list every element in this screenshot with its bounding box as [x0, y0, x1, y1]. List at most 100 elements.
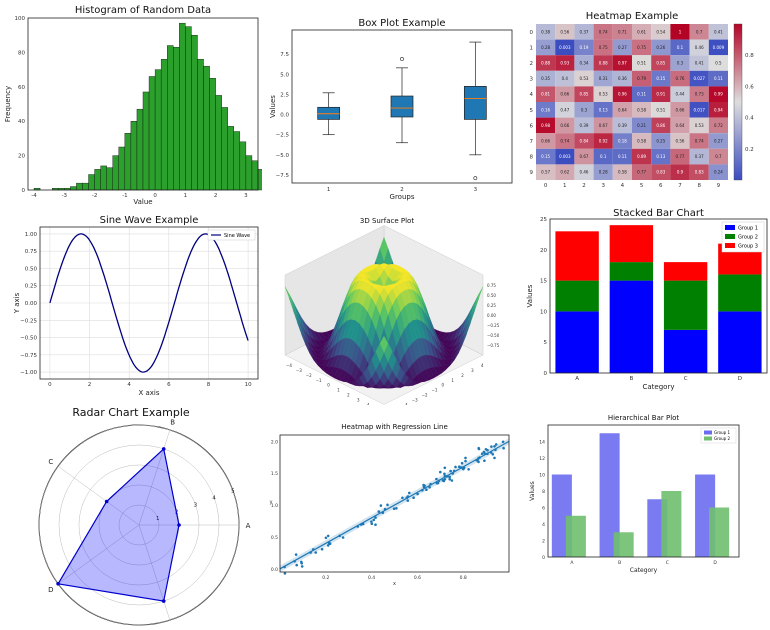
heatmap-cell-label: 0.13: [656, 154, 665, 159]
y-tick-label: −7.5: [276, 173, 290, 179]
y-tick-label: 8: [542, 489, 545, 495]
radar-axis-label: A: [246, 522, 251, 530]
colorbar-tick-label: 0.4: [745, 116, 754, 122]
heatmap-cell-label: 0.85: [580, 92, 589, 97]
x-axis-label: Category: [630, 567, 658, 574]
scatter-point: [374, 523, 377, 526]
scatter-point: [444, 467, 447, 470]
x-tick-label: 2: [88, 382, 92, 388]
chart-title: Radar Chart Example: [72, 406, 190, 419]
x-tick-label: 0.6: [414, 575, 421, 581]
x-tick-label: 3: [474, 187, 478, 193]
radar-axis-label: C: [48, 458, 53, 466]
scatter-point: [439, 471, 442, 474]
heatmap-cell-label: 0.77: [637, 170, 646, 175]
y-tick-label: 7: [530, 139, 534, 145]
heatmap-cell-label: 0.25: [656, 139, 665, 144]
y-tick-label: 0.5: [271, 535, 278, 541]
scatter-point: [301, 565, 304, 568]
y-tick-label: −1.00: [20, 370, 37, 376]
heatmap-cell-label: 0.75: [599, 45, 608, 50]
stacked-bar-segment: [610, 262, 653, 280]
y-tick-label: 0.25: [25, 284, 38, 290]
z-tick-label: −0.25: [487, 323, 500, 328]
histogram-bar: [252, 161, 258, 190]
grouped-bar: [661, 491, 681, 557]
histogram-bar: [246, 156, 252, 190]
radar-tick-label: 4: [212, 496, 216, 502]
histogram-bar: [82, 183, 88, 190]
x-tick-label: 10: [245, 382, 252, 388]
heatmap-cell-label: 0.57: [541, 170, 550, 175]
y-axis-label: Values: [526, 284, 534, 307]
scatter-point: [451, 479, 454, 482]
y-tick-label: −1: [432, 388, 438, 393]
x-tick-label: A: [575, 376, 579, 382]
legend-label: Group 2: [738, 235, 758, 241]
histogram-bar: [191, 35, 197, 190]
heatmap-cell-label: 0.94: [714, 107, 723, 112]
z-tick-label: 0.00: [487, 313, 496, 318]
heatmap-cell-label: 0.16: [541, 107, 550, 112]
histogram-bar: [89, 175, 95, 190]
chart-title: Histogram of Random Data: [75, 5, 211, 16]
heatmap-cell-label: 0.67: [599, 123, 608, 128]
y-tick-label: 1: [530, 45, 534, 51]
z-tick-label: 0.75: [487, 283, 496, 288]
histogram-bar: [131, 121, 137, 190]
y-tick-label: 6: [542, 506, 545, 512]
y-tick-label: 1.5: [271, 471, 278, 477]
x-tick-label: 1: [184, 193, 188, 199]
radar-panel: Radar Chart ExampleABCDE12345: [0, 405, 262, 626]
y-tick-label: 5: [544, 340, 548, 346]
histogram-bar: [210, 78, 216, 190]
legend-label: Group 2: [714, 436, 730, 441]
x-tick-label: B: [618, 560, 621, 566]
heatmap-cell-label: 0.64: [618, 107, 627, 112]
y-tick-label: 0.75: [25, 249, 38, 255]
y-tick-label: 40: [18, 119, 25, 125]
x-tick-label: 3: [357, 398, 360, 403]
heatmap-cell-label: 0.41: [714, 29, 723, 34]
y-axis-label: Values: [269, 95, 277, 118]
scatter-point: [483, 459, 486, 462]
y-tick-label: −2.5: [276, 133, 290, 139]
heatmap-cell-label: 0.88: [599, 61, 608, 66]
heatmap-cell-label: 0.003: [559, 154, 571, 159]
heatmap-cell-label: 0.66: [676, 107, 685, 112]
histogram-bar: [137, 109, 143, 190]
heatmap-cell-label: 0.84: [580, 139, 589, 144]
heatmap-cell-label: 0.39: [618, 123, 627, 128]
heatmap-cell-label: 0.83: [656, 170, 665, 175]
heatmap-cell-label: 0.96: [618, 92, 627, 97]
histogram-bar: [155, 70, 161, 190]
heatmap-cell-label: 0.5: [715, 61, 722, 66]
heatmap-cell-label: 0.34: [580, 61, 589, 66]
y-tick-label: 0: [544, 371, 548, 377]
legend-label: Group 3: [738, 244, 758, 250]
heatmap-cell-label: 0.56: [560, 29, 569, 34]
x-tick-label: 8: [207, 382, 211, 388]
y-tick-label: 20: [540, 248, 547, 254]
scatter-point: [380, 504, 383, 507]
heatmap-cell-label: 0.73: [695, 92, 704, 97]
y-tick-label: 5.0: [280, 72, 289, 78]
stacked-bar-segment: [555, 311, 598, 373]
y-tick-label: 4: [542, 522, 545, 528]
radar-axis-label: B: [170, 418, 175, 426]
y-tick-label: 0: [542, 555, 545, 561]
y-tick-label: 0: [530, 30, 534, 36]
histogram-bar: [76, 183, 82, 190]
box-body: [464, 86, 486, 119]
heatmap-cell-label: 0.38: [541, 29, 550, 34]
heatmap-cell-label: 0.71: [618, 29, 627, 34]
x-tick-label: 6: [167, 382, 171, 388]
x-tick-label: 3: [244, 193, 248, 199]
heatmap-cell-label: 0.74: [560, 139, 569, 144]
stacked-bar-segment: [610, 225, 653, 262]
legend-label: Sine Wave: [224, 233, 250, 239]
heatmap-cell-label: 0.027: [693, 76, 705, 81]
x-axis-label: Groups: [390, 193, 415, 201]
